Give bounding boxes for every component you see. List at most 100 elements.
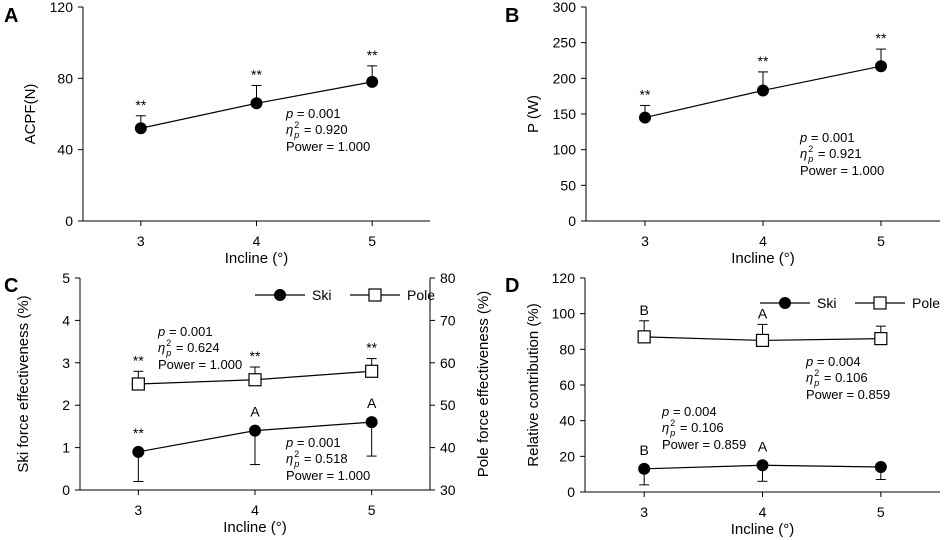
data-point bbox=[365, 364, 379, 378]
data-point bbox=[132, 445, 145, 458]
y-tick-label: 40 bbox=[57, 142, 73, 158]
data-point bbox=[134, 122, 147, 135]
significance-label: ** bbox=[135, 97, 146, 113]
legend-marker bbox=[368, 288, 382, 302]
x-tick-label: 4 bbox=[251, 502, 259, 518]
data-point bbox=[365, 416, 378, 429]
power-text: Power = 0.859 bbox=[806, 387, 890, 402]
y-tick-label: 0 bbox=[568, 213, 576, 229]
data-point bbox=[755, 333, 770, 348]
y-tick-label: 100 bbox=[552, 306, 576, 322]
significance-label: ** bbox=[367, 47, 378, 63]
legend: Ski Pole bbox=[255, 287, 435, 303]
eta-squared-text: η2 p = 0.106 bbox=[662, 418, 724, 438]
significance-label: ** bbox=[366, 340, 377, 356]
data-point bbox=[248, 373, 262, 387]
x-tick-label: 5 bbox=[368, 502, 376, 518]
x-tick-label: 5 bbox=[368, 233, 376, 249]
p-value-text: p = 0.001 bbox=[285, 106, 341, 121]
eta-squared-text: η2 p = 0.920 bbox=[286, 120, 348, 140]
x-tick-label: 5 bbox=[877, 504, 885, 520]
series-pole: ** ** ** bbox=[131, 340, 379, 391]
y2-tick-label: 80 bbox=[440, 270, 456, 286]
data-point bbox=[638, 462, 651, 475]
significance-label: A bbox=[367, 395, 377, 411]
y-tick-label: 3 bbox=[62, 355, 70, 371]
data-point bbox=[757, 84, 769, 97]
panel-letter: D bbox=[505, 275, 519, 297]
power-text: Power = 1.000 bbox=[800, 163, 884, 178]
y-axis-title: Ski force effectiveness (%) bbox=[15, 295, 32, 472]
legend-marker bbox=[779, 297, 791, 309]
y2-tick-label: 70 bbox=[440, 312, 456, 328]
y-tick-label: 1 bbox=[62, 440, 70, 456]
power-text: Power = 0.859 bbox=[662, 437, 746, 452]
data-point bbox=[756, 459, 769, 472]
data-point bbox=[874, 461, 887, 474]
data-point bbox=[637, 330, 651, 344]
x-tick-label: 3 bbox=[640, 504, 648, 520]
significance-label: B bbox=[639, 302, 648, 318]
legend-label: Pole bbox=[407, 287, 435, 303]
x-tick-label: 5 bbox=[877, 233, 885, 249]
p-value-text: p = 0.001 bbox=[285, 435, 341, 450]
significance-label: ** bbox=[758, 53, 769, 69]
x-tick-label: 4 bbox=[759, 233, 767, 249]
y-tick-label: 0 bbox=[65, 213, 73, 229]
y-tick-label: 100 bbox=[553, 142, 577, 158]
significance-label: ** bbox=[133, 352, 144, 368]
y-tick-label: 50 bbox=[560, 177, 576, 193]
y-tick-label: 80 bbox=[57, 70, 73, 86]
x-tick-label: 3 bbox=[137, 233, 145, 249]
x-tick-label: 3 bbox=[641, 233, 649, 249]
x-tick-label: 4 bbox=[253, 233, 261, 249]
y-axis-title: P (W) bbox=[525, 95, 542, 133]
data-point bbox=[131, 377, 145, 391]
significance-label: B bbox=[639, 442, 648, 458]
x-axis-title: Incline (°) bbox=[225, 250, 289, 267]
y-tick-label: 60 bbox=[559, 377, 575, 393]
significance-label: A bbox=[250, 404, 260, 420]
y-tick-label: 40 bbox=[559, 413, 575, 429]
significance-label: ** bbox=[640, 86, 651, 102]
p-value-text: p = 0.004 bbox=[661, 404, 717, 419]
series-ski: ** A A bbox=[132, 395, 378, 483]
series-acpf: ** ** ** bbox=[134, 47, 379, 135]
significance-label: ** bbox=[250, 348, 261, 364]
significance-label: A bbox=[758, 438, 768, 454]
eta-squared-text: η2 p = 0.921 bbox=[800, 144, 862, 164]
y-tick-label: 2 bbox=[62, 397, 70, 413]
y2-tick-label: 60 bbox=[440, 355, 456, 371]
significance-label: ** bbox=[251, 66, 262, 82]
y-tick-label: 0 bbox=[567, 484, 575, 500]
y-tick-label: 200 bbox=[553, 70, 577, 86]
y2-axis-title: Pole force effectiveness (%) bbox=[475, 291, 492, 477]
data-point bbox=[639, 111, 651, 124]
eta-squared-text: η2 p = 0.106 bbox=[806, 368, 868, 388]
data-point bbox=[874, 332, 888, 346]
y-tick-label: 120 bbox=[50, 0, 74, 15]
panel-c: C 0 1 2 3 4 5 30 40 50 60 70 80 3 4 5 Incline (°) Ski for… bbox=[4, 270, 492, 536]
eta-squared-text: η2 p = 0.624 bbox=[158, 338, 220, 358]
y2-tick-label: 40 bbox=[440, 440, 456, 456]
y-tick-label: 150 bbox=[553, 106, 577, 122]
data-point bbox=[249, 424, 261, 437]
y2-tick-label: 30 bbox=[440, 482, 456, 498]
p-value-text: p = 0.001 bbox=[157, 324, 213, 339]
power-text: Power = 1.000 bbox=[286, 139, 370, 154]
x-axis-title: Incline (°) bbox=[731, 521, 795, 538]
power-text: Power = 1.000 bbox=[286, 468, 370, 483]
y-tick-label: 250 bbox=[553, 35, 577, 51]
panel-letter: A bbox=[4, 5, 18, 27]
significance-label: ** bbox=[133, 425, 144, 441]
legend-label: Pole bbox=[912, 295, 940, 311]
